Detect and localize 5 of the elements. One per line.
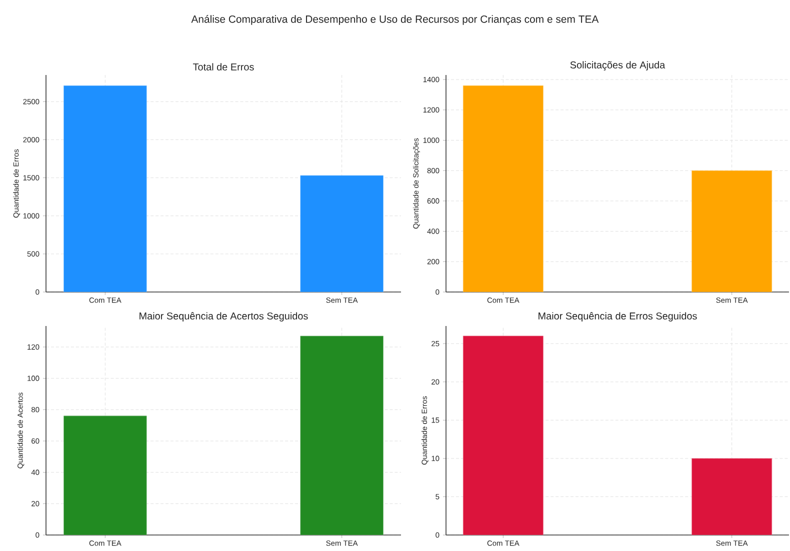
text: Análise Comparativa de Desempenho e Uso de Recursos por Crianças com e sem TEA <box>191 15 599 25</box>
chart-title: Total de Erros <box>192 63 254 70</box>
chart-title: Solicitações de Ajuda <box>570 61 666 70</box>
chart-title: Maior Sequência de Acertos Seguidos <box>140 312 308 322</box>
chart-title: Maior Sequência de Erros Seguidos <box>538 312 697 322</box>
